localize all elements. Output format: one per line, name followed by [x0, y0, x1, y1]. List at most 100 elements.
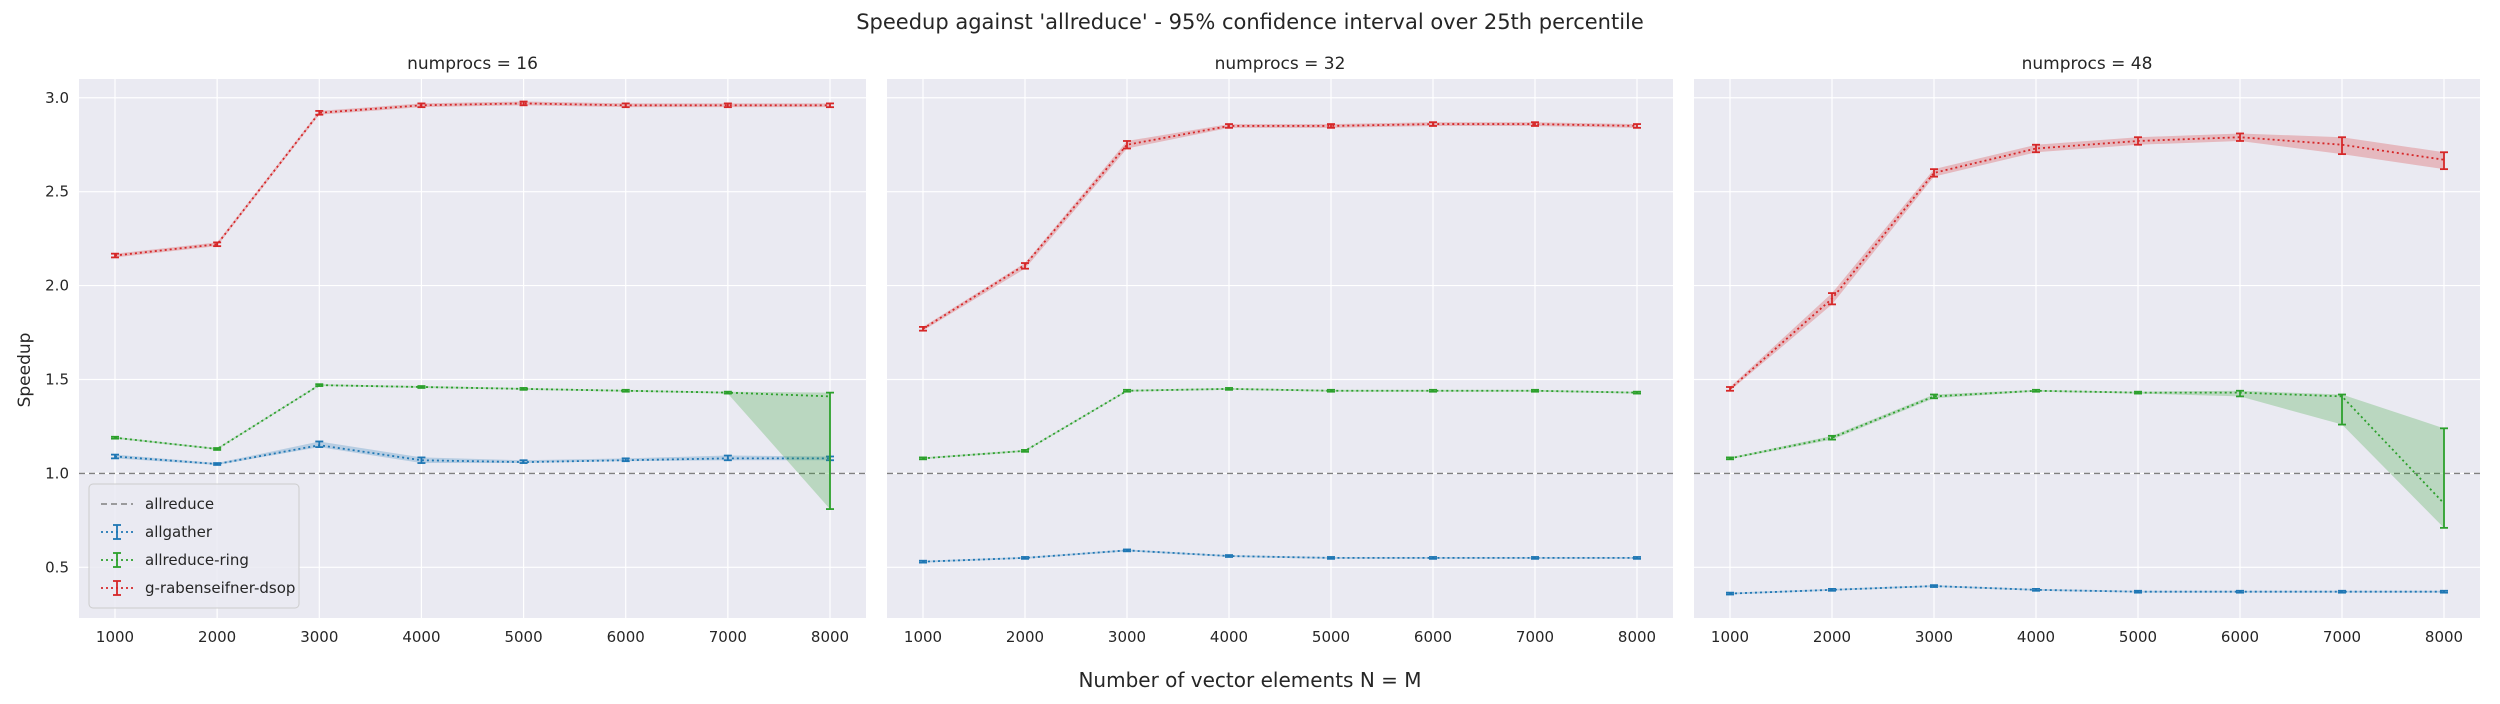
panel-3-plot-area [1694, 79, 2480, 618]
panel-3-allreduce-ring-errorbar-4000 [2032, 388, 2040, 393]
panel-1-allgather-errorbar-1000 [111, 453, 119, 460]
legend: allreduce allgather allreduce-ring g-rabens… [88, 483, 300, 609]
panel-3-allgather-errorbar-7000 [2338, 589, 2346, 594]
panel-1-ytick-label-2-5: 2.5 [45, 183, 69, 201]
panel-1-g-rabenseifner-dsop-errorbar-7000 [723, 102, 732, 109]
panel-2-xtick-label-8000: 8000 [1618, 628, 1656, 646]
panel-1-allgather [111, 440, 834, 466]
panel-2-allreduce-ring [919, 387, 1641, 461]
panel-2-allreduce-ring-errorbar-2000 [1021, 449, 1029, 453]
panel-2-allgather-errorbar-1000 [919, 559, 927, 564]
panel-3-allgather-errorbar-2000 [1828, 587, 1836, 592]
legend-entry-allgather: allgather [101, 523, 213, 541]
panel-1-g-rabenseifner-dsop-errorbar-6000 [621, 102, 630, 109]
panel-3-xtick-label-5000: 5000 [2119, 628, 2157, 646]
panel-1-allreduce-ring-errorbar-1000 [111, 435, 119, 440]
panel-2-g-rabenseifner-dsop-errorbar-8000 [1633, 123, 1641, 129]
panel-1-g-rabenseifner-dsop-errorbar-5000 [519, 100, 528, 107]
panel-2-xtick-label-4000: 4000 [1210, 628, 1248, 646]
panel-2-g-rabenseifner-dsop-errorbar-5000 [1327, 123, 1335, 129]
panel-1-ytick-label-0-5: 0.5 [45, 558, 69, 576]
panel-1-allreduce-ring-errorbar-5000 [519, 387, 528, 391]
panel-2-allgather-errorbar-5000 [1327, 556, 1335, 560]
panel-1-ytick-label-2-0: 2.0 [45, 277, 69, 295]
panel-2-g-rabenseifner-dsop-errorbar-1000 [919, 326, 927, 332]
panel-2-g-rabenseifner-dsop-band [923, 122, 1637, 331]
panel-3-g-rabenseifner-dsop-errorbar-8000 [2440, 151, 2448, 171]
panel-2-g-rabenseifner-dsop-errorbar-2000 [1021, 262, 1029, 270]
panel-1-g-rabenseifner-dsop-errorbar-8000 [826, 102, 834, 109]
legend-entry-allreduce-ring: allreduce-ring [101, 551, 249, 569]
panel-3-g-rabenseifner-dsop-errorbar-3000 [1930, 168, 1938, 178]
panel-2-allgather-errorbar-2000 [1021, 556, 1029, 560]
panel-1-g-rabenseifner-dsop-errorbar-1000 [111, 252, 119, 259]
panel-3-allgather-errorbar-8000 [2440, 589, 2448, 594]
panel-3-g-rabenseifner-dsop-errorbar-1000 [1726, 386, 1734, 392]
panel-1-allgather-errorbar-6000 [621, 457, 630, 463]
panel-1-xtick-label-3000: 3000 [300, 628, 338, 646]
panel-2-xtick-label-7000: 7000 [1516, 628, 1554, 646]
panel-1-allreduce-ring-line [114, 384, 831, 450]
panel-3-allgather-line [1729, 585, 2444, 595]
panel-3-xtick-label-1000: 1000 [1711, 628, 1749, 646]
panel-3-title: numprocs = 48 [2022, 54, 2153, 74]
panel-1-g-rabenseifner-dsop-errorbar-4000 [417, 102, 426, 109]
panel-1-allgather-errorbar-3000 [315, 440, 324, 448]
panel-3-allgather-errorbar-4000 [2032, 587, 2040, 592]
panel-2-xtick-label-6000: 6000 [1414, 628, 1452, 646]
panel-2-allreduce-ring-errorbar-6000 [1429, 388, 1437, 393]
figure-title: Speedup against 'allreduce' - 95% confid… [856, 10, 1644, 34]
panel-1-xtick-label-7000: 7000 [709, 628, 747, 646]
panel-3-g-rabenseifner-dsop-errorbar-5000 [2134, 136, 2142, 146]
panel-1-ytick-label-1-0: 1.0 [45, 464, 69, 482]
panel-2-allgather-band [923, 549, 1637, 563]
panel-1-g-rabenseifner-dsop-errorbar-2000 [213, 241, 222, 248]
panel-3-allreduce-ring-errorbar-1000 [1726, 456, 1734, 461]
panel-2-allreduce-ring-line [922, 387, 1638, 460]
panel-3-allreduce-ring-errorbar-7000 [2338, 393, 2346, 426]
panel-3: numprocs = 48 1000 2000 3000 4000 5000 6000 700… [1694, 54, 2480, 646]
panel-1-xtick-label-8000: 8000 [811, 628, 849, 646]
panel-2-title: numprocs = 32 [1215, 54, 1346, 74]
panel-3-xtick-label-4000: 4000 [2017, 628, 2055, 646]
panel-3-g-rabenseifner-dsop-errorbar-2000 [1828, 292, 1836, 306]
panel-2-allreduce-ring-errorbar-4000 [1225, 387, 1233, 391]
panel-1-allreduce-ring-errorbar-6000 [621, 388, 630, 393]
panel-1-allgather-errorbar-7000 [723, 454, 732, 462]
panel-2-allgather-errorbar-3000 [1123, 548, 1131, 553]
panel-2-allreduce-ring-errorbar-1000 [919, 456, 927, 461]
panel-1-ytick-label-3-0: 3.0 [45, 89, 69, 107]
panels: numprocs = 16 0.5 1.0 1.5 2.0 2.5 3.0 1000 2000 3… [45, 54, 2480, 646]
panel-2-allgather-errorbar-4000 [1225, 554, 1233, 558]
figure-x-label: Number of vector elements N = M [1078, 668, 1421, 692]
panel-3-xtick-label-8000: 8000 [2425, 628, 2463, 646]
panel-2-g-rabenseifner-dsop-errorbar-3000 [1123, 140, 1131, 150]
panel-2-xtick-label-5000: 5000 [1312, 628, 1350, 646]
legend-box [88, 483, 300, 609]
panel-2-allreduce-ring-errorbar-8000 [1633, 390, 1641, 395]
panel-1-allreduce-ring-errorbar-3000 [315, 383, 324, 387]
panel-1-allgather-errorbar-2000 [213, 462, 222, 466]
panel-1-allreduce-ring-errorbar-7000 [723, 390, 732, 395]
panel-1-xtick-label-6000: 6000 [607, 628, 645, 646]
panel-1-allgather-band [115, 441, 830, 465]
panel-2: numprocs = 32 1000 2000 3000 4000 5000 6000 700… [887, 54, 1673, 646]
panel-3-xtick-label-3000: 3000 [1915, 628, 1953, 646]
panel-3-g-rabenseifner-dsop [1726, 132, 2448, 392]
panel-2-g-rabenseifner-dsop-errorbar-6000 [1429, 121, 1437, 127]
panel-1-allgather-line [114, 444, 830, 465]
panel-3-allreduce-ring [1726, 388, 2448, 529]
panel-3-allreduce-ring-line [1729, 389, 2445, 505]
panel-3-allreduce-ring-errorbar-5000 [2134, 390, 2142, 395]
panel-3-allreduce-ring-errorbar-6000 [2236, 389, 2244, 398]
panel-2-g-rabenseifner-dsop-errorbar-4000 [1225, 123, 1233, 129]
legend-entry-allgather-label: allgather [145, 523, 213, 541]
panel-3-allgather-errorbar-6000 [2236, 589, 2244, 594]
panel-1-xtick-label-5000: 5000 [504, 628, 542, 646]
panel-1-xtick-label-1000: 1000 [96, 628, 134, 646]
panel-1-ytick-label-1-5: 1.5 [45, 370, 69, 388]
panel-1-allreduce-ring-errorbar-2000 [213, 447, 222, 451]
panel-3-g-rabenseifner-dsop-errorbar-6000 [2236, 132, 2244, 142]
